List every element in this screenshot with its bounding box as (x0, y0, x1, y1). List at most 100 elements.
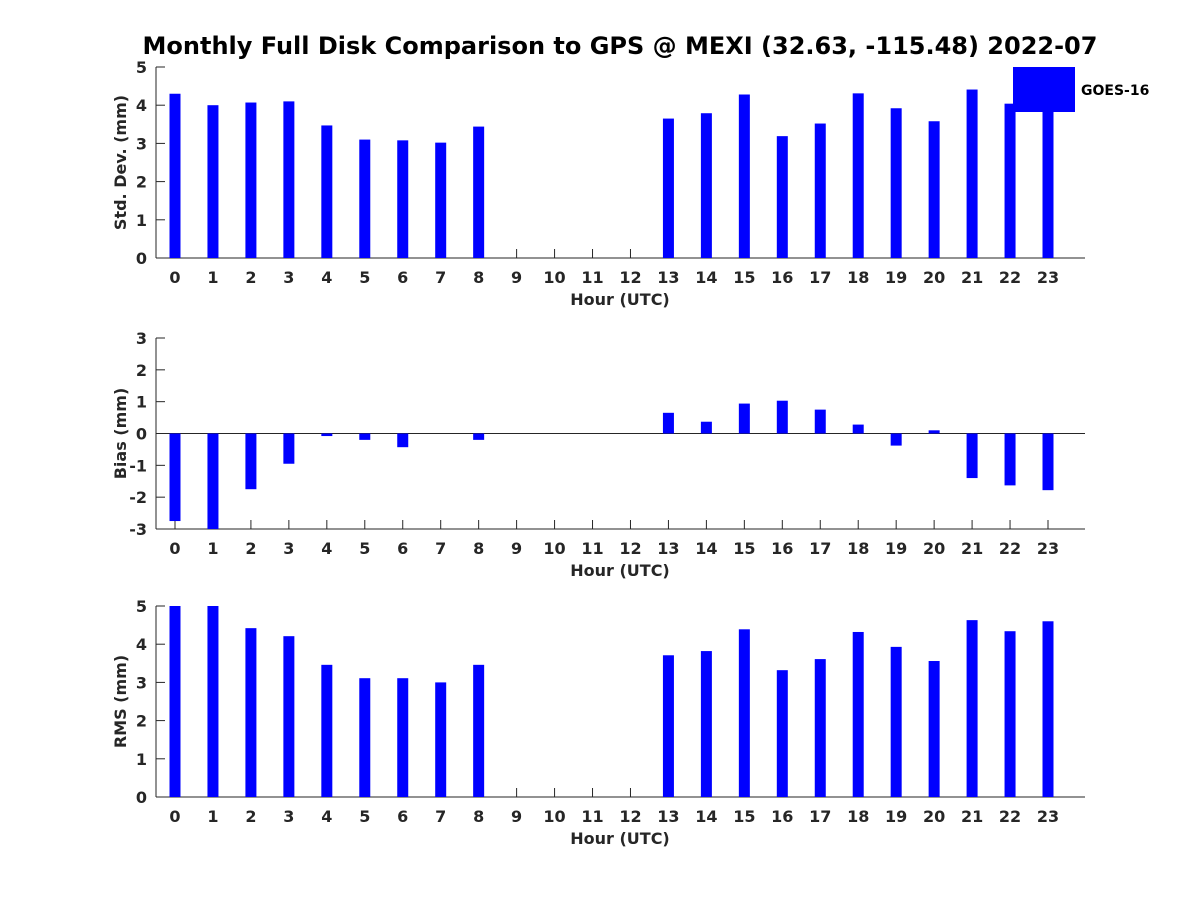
x-tick-label: 9 (511, 539, 522, 558)
x-tick-label: 19 (885, 807, 907, 826)
x-tick-label: 19 (885, 539, 907, 558)
y-axis-label: Bias (mm) (111, 388, 130, 480)
x-tick-label: 23 (1037, 807, 1059, 826)
x-tick-label: 4 (321, 268, 332, 287)
x-tick-label: 18 (847, 539, 869, 558)
bar-hour-8 (473, 126, 485, 258)
x-tick-label: 2 (245, 807, 256, 826)
x-tick-label: 19 (885, 268, 907, 287)
x-tick-label: 15 (733, 539, 755, 558)
x-tick-label: 6 (397, 807, 408, 826)
x-axis-label: Hour (UTC) (570, 829, 670, 848)
bar-hour-16 (776, 136, 788, 258)
x-tick-label: 11 (581, 268, 603, 287)
bar-hour-14 (700, 651, 712, 797)
y-tick-label: 3 (136, 134, 147, 153)
x-tick-label: 2 (245, 268, 256, 287)
bar-hour-5 (359, 678, 371, 797)
x-tick-label: 4 (321, 539, 332, 558)
x-tick-label: 2 (245, 539, 256, 558)
x-tick-label: 10 (543, 539, 565, 558)
x-tick-label: 5 (359, 807, 370, 826)
x-tick-label: 7 (435, 539, 446, 558)
bar-hour-21 (966, 433, 978, 479)
y-axis-label: RMS (mm) (111, 655, 130, 748)
x-tick-label: 9 (511, 807, 522, 826)
x-tick-label: 6 (397, 268, 408, 287)
x-tick-label: 18 (847, 268, 869, 287)
x-tick-label: 22 (999, 539, 1021, 558)
x-tick-label: 23 (1037, 268, 1059, 287)
x-axis-label: Hour (UTC) (570, 290, 670, 309)
bar-hour-23 (1042, 100, 1054, 258)
bar-hour-2 (245, 628, 257, 797)
x-axis-label: Hour (UTC) (570, 561, 670, 580)
bar-hour-16 (776, 670, 788, 797)
bar-hour-22 (1004, 103, 1016, 258)
x-tick-label: 6 (397, 539, 408, 558)
bar-hour-1 (207, 433, 219, 529)
bar-hour-21 (966, 620, 978, 797)
bar-hour-19 (890, 646, 902, 797)
bar-hour-2 (245, 102, 257, 258)
bar-hour-20 (928, 121, 940, 258)
bar-hour-21 (966, 89, 978, 259)
x-tick-label: 16 (771, 268, 793, 287)
legend-swatch-goes16 (1013, 67, 1075, 112)
bar-hour-13 (662, 118, 674, 258)
bar-hour-17 (814, 409, 826, 434)
bar-hour-6 (397, 678, 409, 797)
x-tick-label: 10 (543, 268, 565, 287)
y-tick-label: 1 (136, 393, 147, 412)
bar-hour-18 (852, 93, 864, 258)
bar-hour-16 (776, 400, 788, 434)
x-tick-label: 23 (1037, 539, 1059, 558)
bar-hour-3 (283, 636, 295, 797)
bar-hour-13 (662, 655, 674, 797)
x-tick-label: 12 (619, 268, 641, 287)
y-tick-label: 1 (136, 750, 147, 769)
x-tick-label: 21 (961, 807, 983, 826)
x-tick-label: 1 (207, 539, 218, 558)
x-tick-label: 12 (619, 539, 641, 558)
x-tick-label: 12 (619, 807, 641, 826)
x-tick-label: 0 (169, 807, 180, 826)
chart-legend: GOES-16 (1013, 67, 1149, 112)
bar-hour-20 (928, 430, 940, 434)
x-tick-label: 9 (511, 268, 522, 287)
x-tick-label: 16 (771, 539, 793, 558)
y-tick-label: 2 (136, 173, 147, 192)
y-tick-label: -3 (129, 520, 147, 539)
x-tick-label: 13 (657, 807, 679, 826)
y-tick-label: 0 (136, 788, 147, 807)
x-tick-label: 0 (169, 539, 180, 558)
x-tick-label: 4 (321, 807, 332, 826)
bar-hour-4 (321, 664, 333, 797)
y-tick-label: 3 (136, 329, 147, 348)
bar-hour-5 (359, 139, 371, 258)
bar-hour-6 (397, 140, 409, 258)
chart-title: Monthly Full Disk Comparison to GPS @ ME… (143, 32, 1098, 60)
x-tick-label: 13 (657, 539, 679, 558)
bar-hour-23 (1042, 621, 1054, 797)
y-axis-label: Std. Dev. (mm) (111, 95, 130, 230)
bar-hour-1 (207, 105, 219, 258)
x-tick-label: 3 (283, 268, 294, 287)
bar-hour-17 (814, 123, 826, 258)
bar-hour-5 (359, 433, 371, 440)
bar-hour-1 (207, 606, 219, 797)
bar-hour-13 (662, 412, 674, 434)
x-tick-label: 11 (581, 539, 603, 558)
x-tick-label: 0 (169, 268, 180, 287)
x-tick-label: 8 (473, 268, 484, 287)
x-tick-label: 21 (961, 539, 983, 558)
x-tick-label: 5 (359, 539, 370, 558)
y-tick-label: 1 (136, 211, 147, 230)
bar-hour-19 (890, 433, 902, 446)
x-tick-label: 17 (809, 268, 831, 287)
bar-hour-14 (700, 421, 712, 434)
bar-hour-19 (890, 108, 902, 258)
